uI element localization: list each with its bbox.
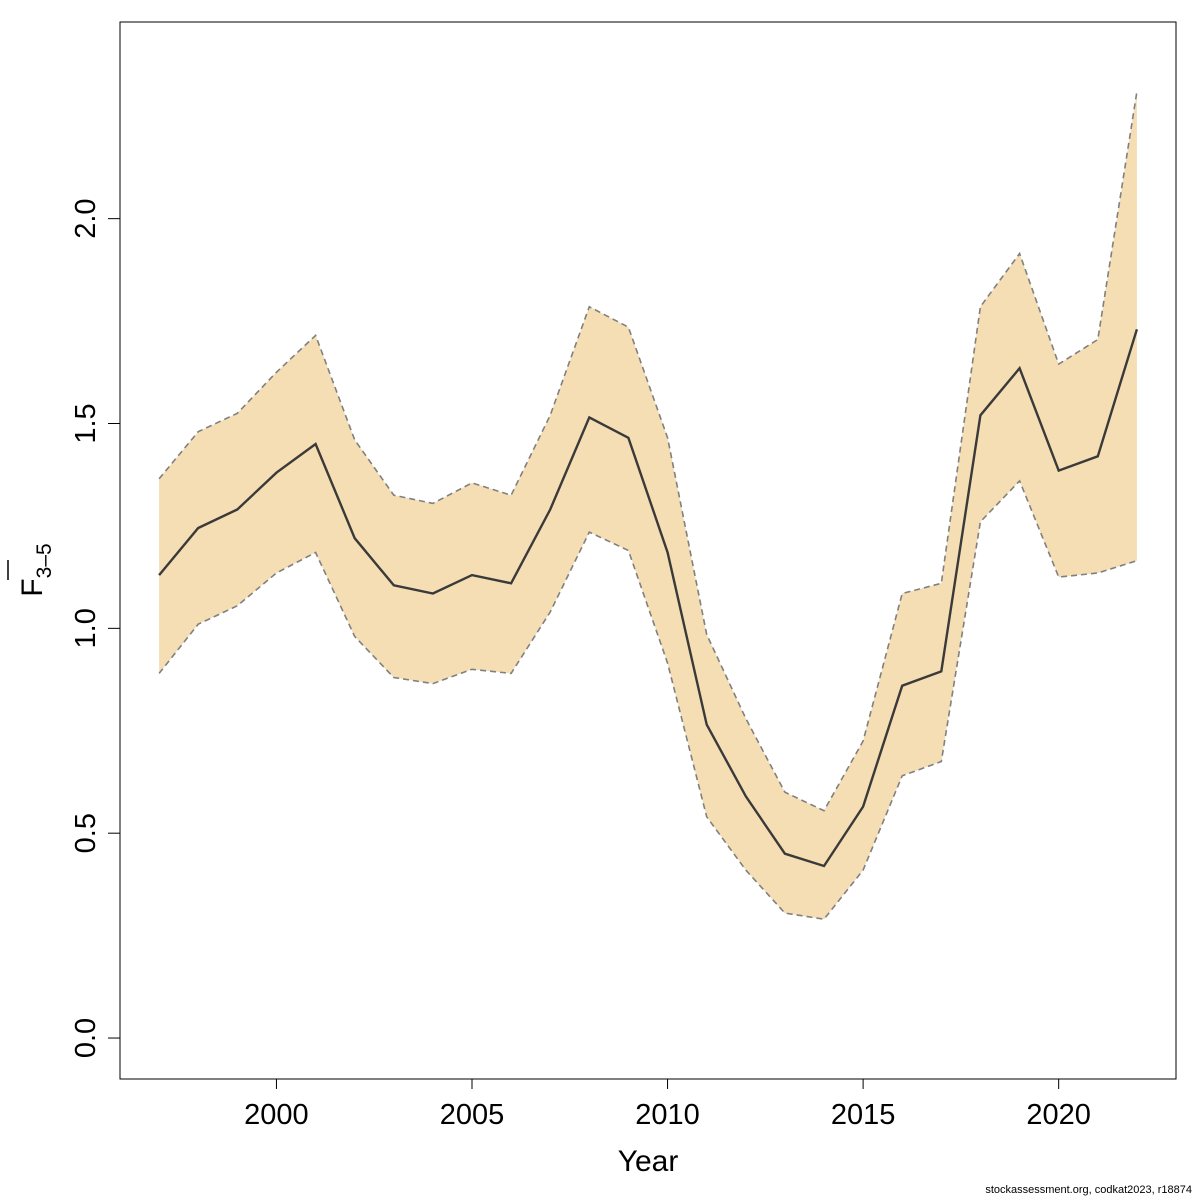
plot-frame: [119, 21, 1177, 1080]
x-tick-label: 2000: [244, 1099, 309, 1131]
y-axis-title: F3–5: [7, 543, 56, 597]
confidence-upper-line: [158, 91, 1138, 812]
x-tick-label: 2010: [635, 1099, 700, 1131]
y-tick-label: 1.5: [70, 403, 102, 443]
confidence-band: [159, 91, 1137, 920]
x-axis: 2000 2005 2010 2015 2020: [244, 1079, 1091, 1131]
confidence-lower-line: [158, 479, 1138, 921]
y-axis-title-main: F: [16, 578, 49, 596]
estimate-line: [158, 328, 1139, 868]
x-tick-label: 2015: [831, 1099, 896, 1131]
y-tick-label: 0.5: [70, 813, 102, 853]
y-axis: 0.0 0.5 1.0 1.5 2.0: [70, 198, 120, 1058]
x-axis-title: Year: [618, 1145, 679, 1178]
y-tick-label: 1.0: [70, 608, 102, 648]
x-tick-label: 2020: [1026, 1099, 1091, 1131]
svg-text:F3–5: F3–5: [16, 543, 56, 596]
y-tick-label: 2.0: [70, 198, 102, 238]
y-axis-title-subscript: 3–5: [33, 543, 56, 578]
x-tick-label: 2005: [440, 1099, 505, 1131]
footer-credit: stockassessment.org, codkat2023, r18874: [985, 1184, 1192, 1196]
y-tick-label: 0.0: [70, 1018, 102, 1058]
